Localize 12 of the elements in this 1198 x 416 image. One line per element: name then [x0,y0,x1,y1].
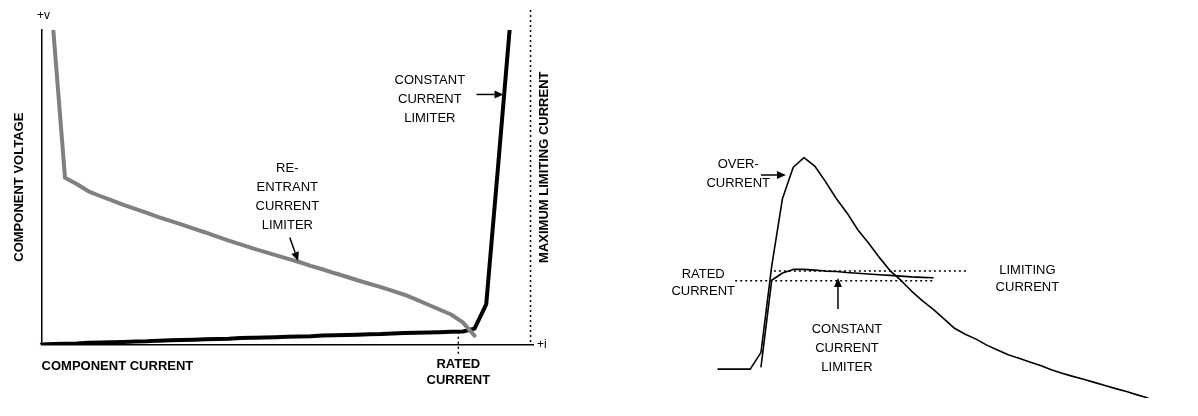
text: +i [537,336,547,351]
annotation: RE-ENTRANT CURRENT LIMITER [255,159,320,232]
text: +v [37,8,51,23]
ref-line-label: RATED CURRENT [671,265,736,298]
text: RATED CURRENT [426,355,491,387]
annotation: CONSTANT CURRENT LIMITER [811,320,883,374]
y-axis-title: COMPONENT VOLTAGE [11,112,27,262]
ref-line-label: LIMITING CURRENT [995,262,1060,295]
annotation: CONSTANT CURRENT LIMITER [394,71,466,125]
annotation: OVER-CURRENT [706,156,771,191]
text: MAXIMUM LIMITING CURRENT [536,71,552,263]
x-axis-title: COMPONENT CURRENT [41,357,194,373]
